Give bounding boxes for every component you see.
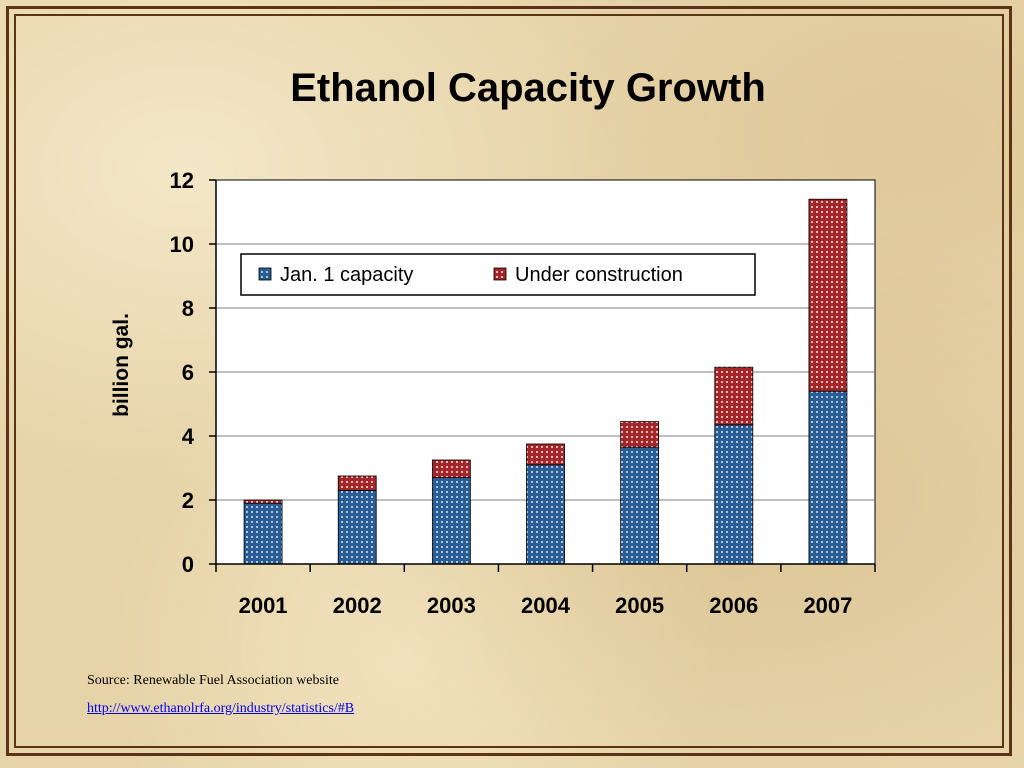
- x-tick-label: 2003: [427, 593, 476, 618]
- y-tick-label: 12: [170, 168, 194, 193]
- y-tick-label: 4: [182, 424, 195, 449]
- bar-under-construction-2001: [243, 499, 283, 504]
- gridlines: [216, 243, 875, 501]
- bar-jan-capacity-2005: [620, 446, 660, 565]
- y-tick-label: 2: [182, 488, 194, 513]
- inner-frame: [14, 14, 1004, 748]
- y-tick-label: 6: [182, 360, 194, 385]
- y-axis-label: billion gal.: [110, 313, 133, 417]
- bar-jan-capacity-2007: [808, 390, 848, 565]
- bars: [243, 198, 848, 565]
- x-tick-label: 2004: [521, 593, 571, 618]
- y-tick-label: 10: [170, 232, 194, 257]
- x-axis-ticks: 2001 2002 2003 2004 2005 2006 2007: [215, 564, 876, 618]
- bar-jan-capacity-2004: [526, 464, 565, 565]
- outer-frame: [6, 6, 1012, 756]
- bar-jan-capacity-2002: [337, 489, 377, 565]
- legend-label-under-construction: Under construction: [515, 264, 683, 286]
- bar-jan-capacity-2003: [431, 477, 471, 565]
- bar-jan-capacity-2001: [243, 502, 283, 565]
- bar-under-construction-2004: [526, 443, 565, 466]
- legend-swatch-under-construction: [493, 267, 507, 281]
- y-tick-label: 0: [182, 552, 194, 577]
- x-tick-label: 2007: [803, 593, 852, 618]
- y-axis-ticks: 0 2 4 6 8 10 12: [170, 168, 216, 577]
- y-tick-label: 8: [182, 296, 194, 321]
- x-tick-label: 2001: [239, 593, 288, 618]
- chart-title: Ethanol Capacity Growth: [290, 66, 766, 110]
- legend-label-jan-capacity: Jan. 1 capacity: [280, 264, 413, 286]
- bar-under-construction-2003: [431, 459, 471, 479]
- bar-jan-capacity-2006: [714, 424, 754, 565]
- legend: Jan. 1 capacity Under construction: [240, 253, 756, 296]
- bar-under-construction-2006: [714, 366, 754, 426]
- x-tick-label: 2005: [615, 593, 664, 618]
- x-tick-label: 2002: [333, 593, 382, 618]
- bar-under-construction-2007: [808, 198, 848, 392]
- legend-swatch-jan-capacity: [258, 267, 272, 281]
- x-tick-label: 2006: [709, 593, 758, 618]
- source-note: Source: Renewable Fuel Association websi…: [87, 673, 339, 688]
- source-link[interactable]: http://www.ethanolrfa.org/industry/stati…: [87, 701, 355, 716]
- bar-under-construction-2005: [620, 421, 660, 448]
- bar-under-construction-2002: [337, 475, 377, 491]
